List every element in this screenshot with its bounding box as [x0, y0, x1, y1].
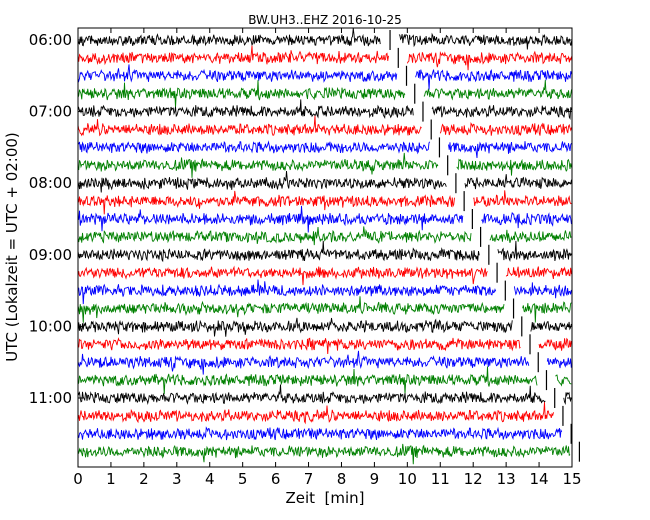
- y-tick-label-2: 08:00: [29, 174, 72, 192]
- y-tick-label-3: 09:00: [29, 246, 72, 264]
- x-tick-label-3: 3: [172, 470, 182, 488]
- trace-row-22-segment-0: [77, 426, 563, 441]
- trace-row-12-segment-0: [77, 240, 480, 263]
- trace-row-19-segment-0: [77, 366, 538, 395]
- trace-row-19-segment-1: [555, 374, 572, 387]
- trace-row-3-segment-0: [77, 80, 406, 108]
- trace-row-10-segment-1: [481, 211, 572, 229]
- trace-row-20-segment-0: [77, 384, 546, 405]
- x-axis-ticks: 0 1 2 3 4 5 6 7 8 9 10 11 12 13 14 15: [73, 28, 582, 488]
- x-tick-label-10: 10: [398, 470, 417, 488]
- x-tick-label-4: 4: [205, 470, 215, 488]
- x-tick-label-11: 11: [431, 470, 450, 488]
- trace-row-1-segment-1: [406, 50, 573, 71]
- trace-row-11-segment-1: [489, 229, 572, 243]
- x-tick-label-0: 0: [73, 470, 83, 488]
- trace-row-4-segment-1: [431, 105, 572, 121]
- x-tick-label-7: 7: [304, 470, 314, 488]
- trace-row-15-segment-1: [522, 301, 572, 323]
- y-tick-label-1: 07:00: [29, 103, 72, 121]
- trace-row-8-segment-1: [464, 174, 572, 190]
- trace-row-10-segment-0: [77, 205, 464, 233]
- trace-row-7-segment-1: [456, 158, 572, 176]
- trace-row-5-segment-1: [439, 122, 572, 137]
- trace-row-0-segment-1: [398, 32, 573, 50]
- trace-row-2-segment-0: [77, 64, 398, 83]
- trace-row-11-segment-0: [77, 226, 472, 246]
- trace-row-13-segment-1: [505, 266, 572, 280]
- trace-row-2-segment-1: [415, 68, 573, 90]
- trace-row-13-segment-0: [77, 265, 488, 286]
- x-tick-label-9: 9: [370, 470, 380, 488]
- gap-markers: [389, 30, 581, 462]
- trace-row-0-segment-0: [77, 28, 381, 47]
- trace-row-8-segment-0: [77, 170, 447, 193]
- trace-row-23-segment-0: [77, 443, 571, 465]
- traces-group: [77, 28, 573, 465]
- plot-frame: [77, 27, 573, 468]
- trace-row-21-segment-0: [77, 402, 554, 425]
- trace-row-6-segment-1: [448, 141, 572, 158]
- y-axis-label: UTC (Lokalzeit = UTC + 02:00): [3, 132, 21, 362]
- y-axis-ticks: 06:00 07:00 08:00 09:00 10:00 11:00: [29, 31, 572, 407]
- x-tick-label-8: 8: [337, 470, 347, 488]
- x-tick-label-13: 13: [497, 470, 516, 488]
- trace-row-18-segment-1: [546, 357, 572, 369]
- trace-row-14-segment-1: [513, 282, 572, 299]
- trace-row-20-segment-1: [563, 391, 572, 405]
- x-tick-label-6: 6: [271, 470, 281, 488]
- trace-row-16-segment-0: [77, 317, 513, 337]
- x-axis-label: Zeit [min]: [285, 489, 364, 507]
- trace-row-14-segment-0: [77, 279, 497, 305]
- trace-row-18-segment-0: [77, 350, 530, 375]
- y-tick-label-4: 10:00: [29, 317, 72, 335]
- trace-row-1-segment-0: [77, 45, 389, 66]
- x-tick-label-14: 14: [530, 470, 549, 488]
- x-tick-label-15: 15: [562, 470, 581, 488]
- chart-title: BW.UH3..EHZ 2016-10-25: [248, 13, 402, 27]
- trace-row-7-segment-0: [77, 152, 439, 178]
- x-tick-label-1: 1: [106, 470, 116, 488]
- trace-row-17-segment-1: [538, 337, 572, 351]
- trace-row-3-segment-1: [423, 80, 572, 101]
- trace-row-9-segment-1: [473, 190, 572, 207]
- trace-row-12-segment-1: [497, 240, 572, 262]
- trace-row-6-segment-0: [77, 140, 431, 155]
- x-tick-label-12: 12: [464, 470, 483, 488]
- x-tick-label-2: 2: [139, 470, 149, 488]
- trace-row-15-segment-0: [77, 296, 505, 323]
- x-tick-label-5: 5: [238, 470, 248, 488]
- trace-row-4-segment-0: [77, 99, 414, 119]
- trace-row-16-segment-1: [530, 320, 572, 332]
- trace-row-9-segment-0: [77, 190, 455, 215]
- y-tick-label-0: 06:00: [29, 31, 72, 49]
- trace-row-5-segment-0: [77, 115, 422, 137]
- y-tick-label-5: 11:00: [29, 389, 72, 407]
- trace-row-17-segment-0: [77, 337, 521, 355]
